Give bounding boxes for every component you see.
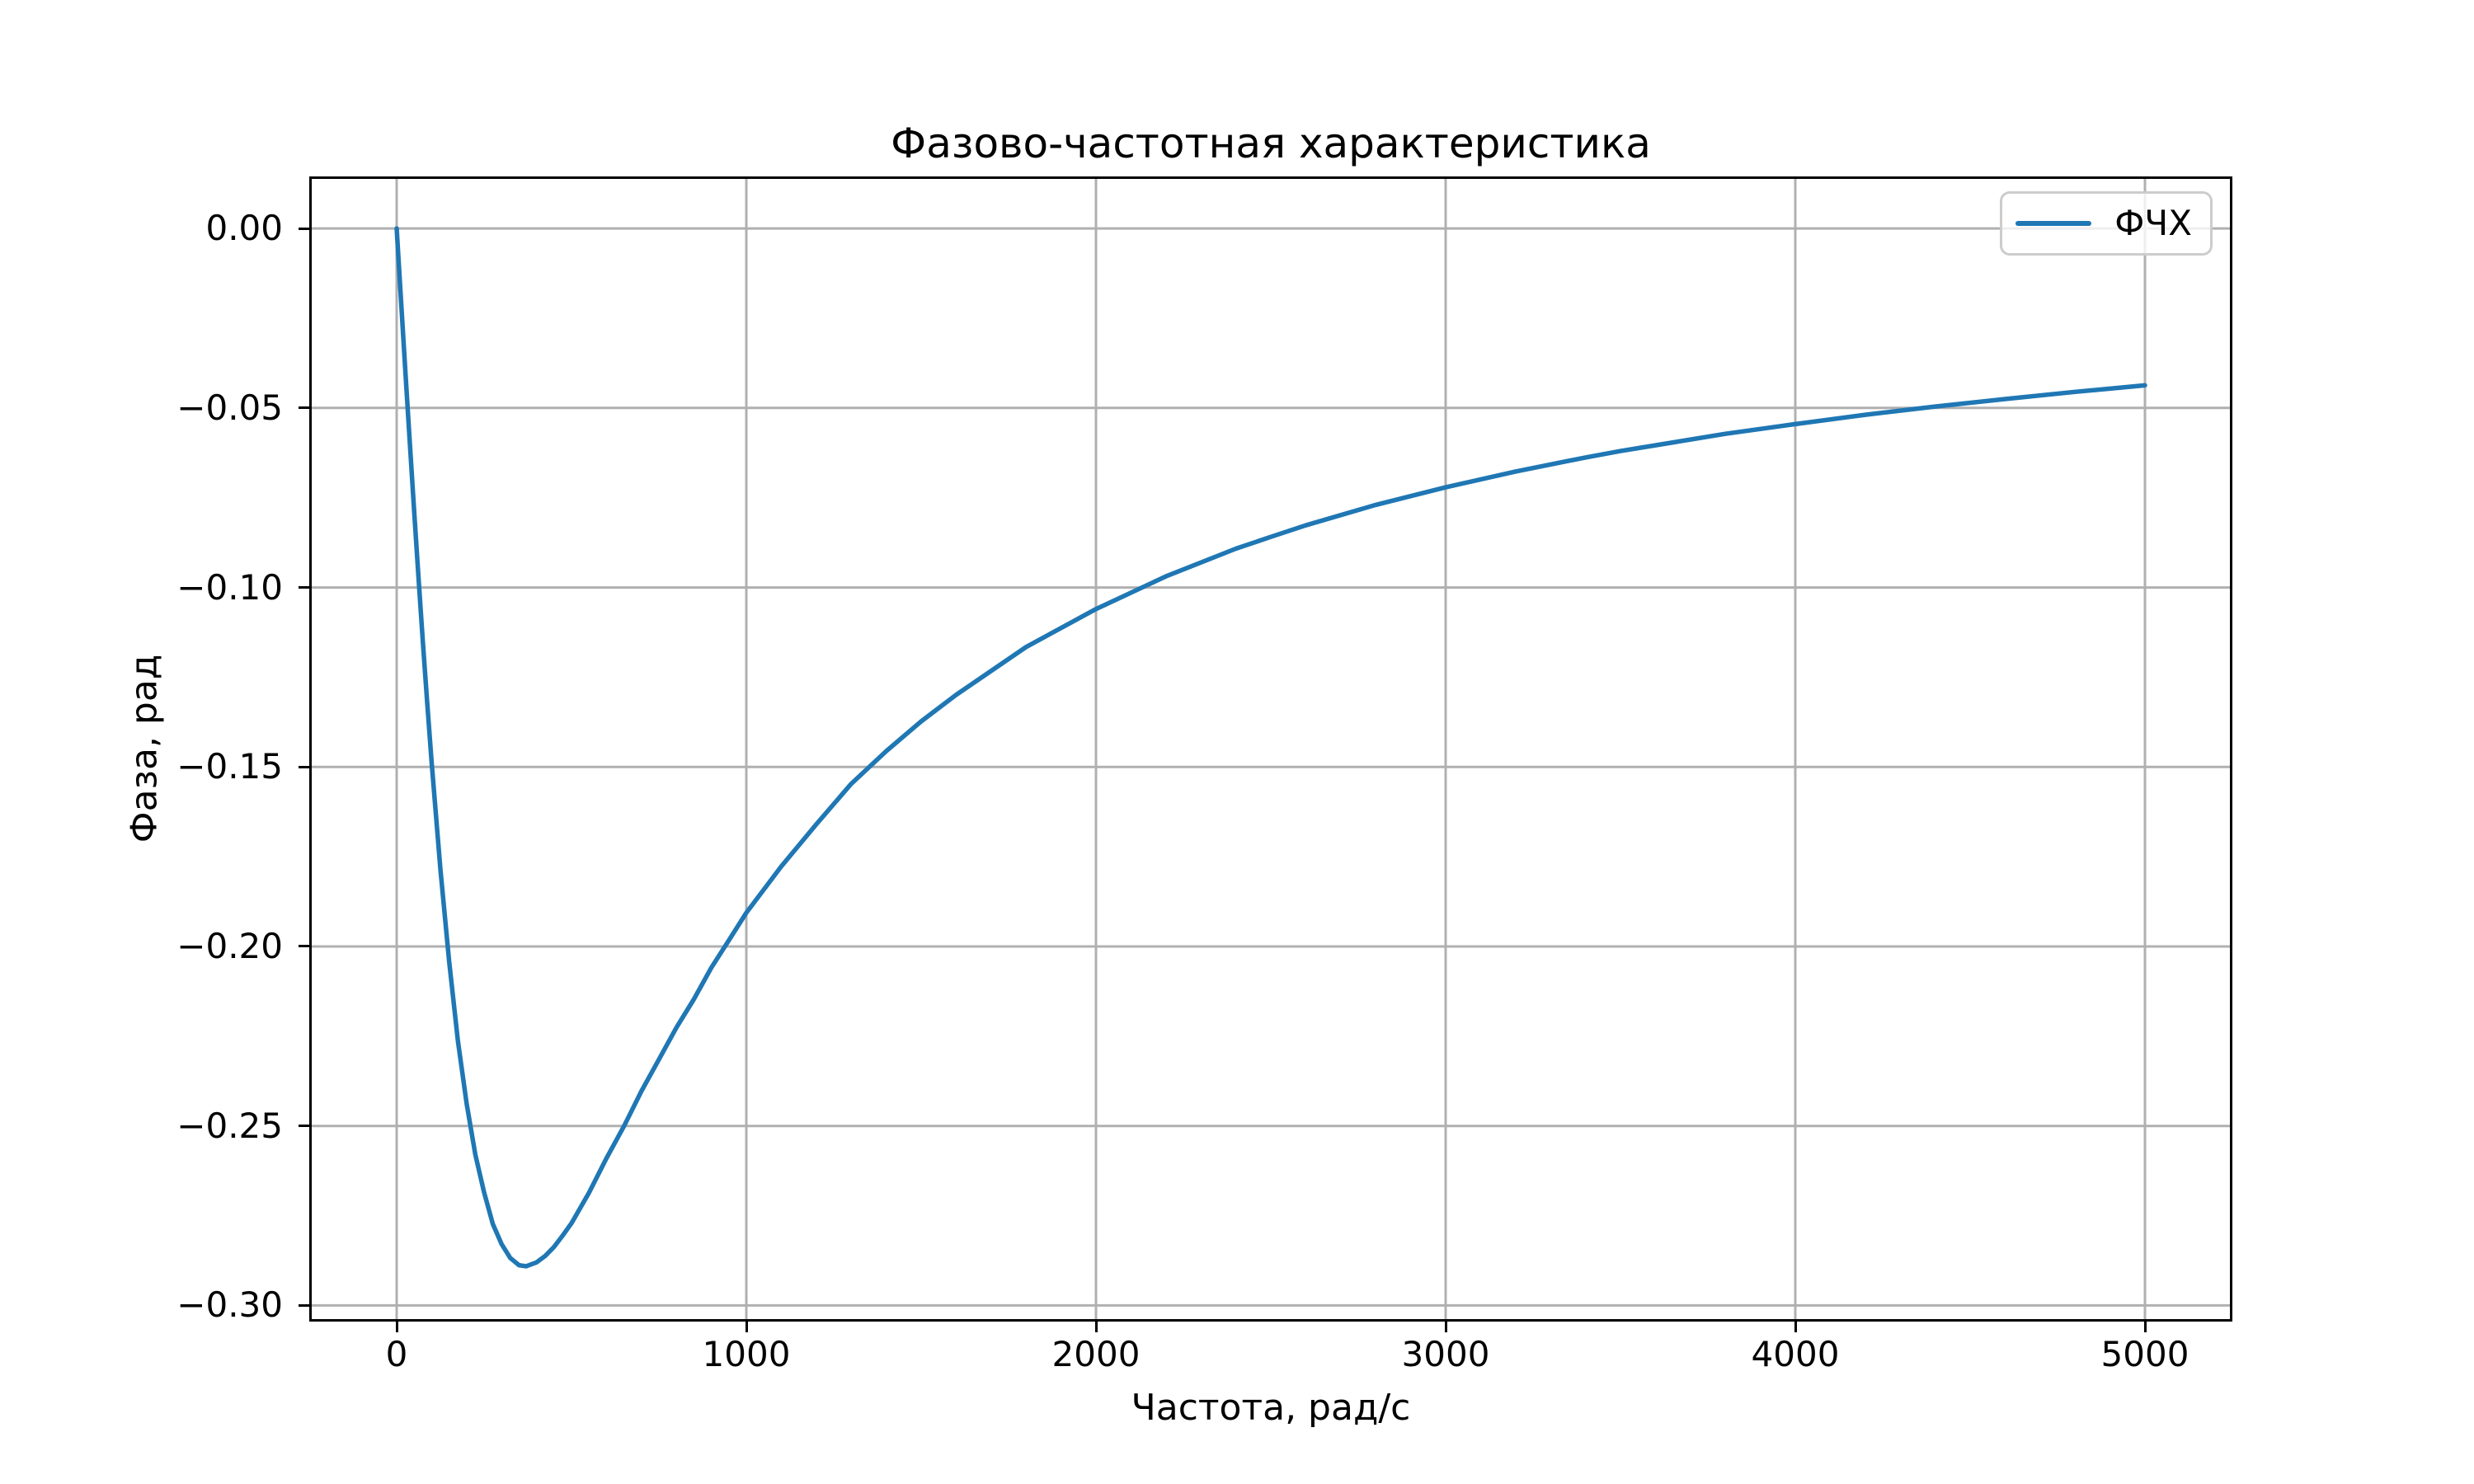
y-tick-label: 0.00 bbox=[205, 208, 283, 249]
legend: ФЧХ bbox=[2000, 191, 2213, 256]
y-tick-mark bbox=[299, 227, 309, 230]
y-tick-mark bbox=[299, 1125, 309, 1128]
x-tick-label: 0 bbox=[385, 1334, 408, 1374]
x-tick-mark bbox=[1794, 1322, 1797, 1332]
y-tick-mark bbox=[299, 1303, 309, 1307]
y-tick-label: −0.15 bbox=[176, 746, 283, 787]
x-tick-label: 3000 bbox=[1401, 1334, 1490, 1374]
y-tick-mark bbox=[299, 406, 309, 410]
y-tick-label: −0.20 bbox=[176, 925, 283, 966]
y-tick-label: −0.25 bbox=[176, 1105, 283, 1146]
y-tick-mark bbox=[299, 945, 309, 948]
chart-title: Фазово-частотная характеристика bbox=[891, 120, 1651, 167]
y-tick-mark bbox=[299, 765, 309, 768]
plot-area: ФЧХ bbox=[309, 176, 2232, 1322]
y-tick-label: −0.30 bbox=[176, 1284, 283, 1326]
legend-line-sample bbox=[2015, 221, 2092, 226]
y-tick-mark bbox=[299, 586, 309, 589]
x-tick-label: 4000 bbox=[1751, 1334, 1840, 1374]
x-axis-label: Частота, рад/с bbox=[1131, 1387, 1411, 1429]
x-tick-mark bbox=[745, 1322, 748, 1332]
y-tick-label: −0.10 bbox=[176, 566, 283, 608]
x-tick-mark bbox=[395, 1322, 398, 1332]
y-tick-label: −0.05 bbox=[176, 387, 283, 428]
x-tick-label: 1000 bbox=[702, 1334, 791, 1374]
x-tick-label: 2000 bbox=[1051, 1334, 1141, 1374]
x-tick-mark bbox=[1094, 1322, 1098, 1332]
plot-canvas bbox=[309, 176, 2232, 1322]
legend-label: ФЧХ bbox=[2114, 203, 2192, 243]
axes-spines bbox=[309, 176, 2232, 1322]
x-tick-mark bbox=[1444, 1322, 1447, 1332]
series-line bbox=[394, 226, 2147, 1269]
x-tick-mark bbox=[2143, 1322, 2147, 1332]
x-tick-label: 5000 bbox=[2100, 1334, 2189, 1374]
